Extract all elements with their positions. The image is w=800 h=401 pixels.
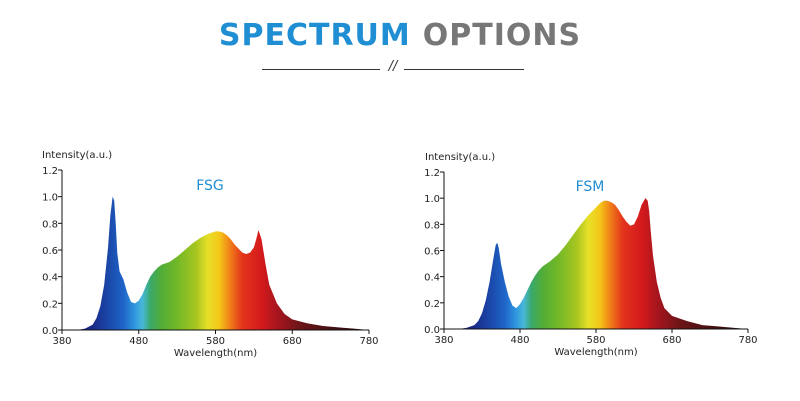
x-tick-label: 480: [129, 336, 148, 347]
x-tick-label: 380: [434, 335, 453, 346]
x-tick-label: 480: [510, 335, 529, 346]
y-tick-label: 0.2: [42, 299, 58, 310]
y-tick-label: 0.8: [424, 220, 440, 231]
y-tick-label: 0.2: [424, 299, 440, 310]
x-tick-label: 580: [586, 335, 605, 346]
y-tick-label: 0.4: [424, 273, 440, 284]
y-tick-label: 1.0: [42, 193, 58, 204]
y-tick-label: 0.0: [424, 325, 440, 336]
chart-title: FSM: [576, 179, 605, 195]
x-tick-label: 680: [662, 335, 681, 346]
title-part-1: SPECTRUM: [218, 18, 411, 53]
x-tick-label: 780: [359, 336, 378, 347]
y-tick-label: 1.0: [424, 194, 440, 205]
y-tick-label: 0.6: [424, 247, 440, 258]
y-tick-label: 0.0: [42, 326, 58, 337]
x-axis-label: Wavelength(nm): [174, 348, 257, 359]
x-axis-label: Wavelength(nm): [554, 347, 637, 358]
divider-line-left: [262, 69, 380, 70]
divider-line-right: [404, 69, 524, 70]
y-tick-label: 1.2: [42, 166, 58, 177]
chart-title: FSG: [196, 178, 224, 194]
x-tick-label: 680: [283, 336, 302, 347]
x-tick-label: 780: [738, 335, 757, 346]
y-tick-label: 0.6: [42, 246, 58, 257]
spectrum-area: [444, 198, 748, 329]
spectrum-area: [62, 196, 369, 330]
divider-mark: //: [388, 59, 398, 74]
title-divider: //: [262, 58, 524, 78]
x-tick-label: 580: [206, 336, 225, 347]
y-tick-label: 1.2: [424, 168, 440, 179]
y-tick-label: 0.4: [42, 273, 58, 284]
x-tick-label: 380: [52, 336, 71, 347]
y-tick-label: 0.8: [42, 219, 58, 230]
title-part-2: OPTIONS: [422, 18, 582, 53]
page-title: SPECTRUM OPTIONS: [0, 14, 800, 58]
y-axis-label: Intensity(a.u.): [42, 150, 112, 161]
y-axis-label: Intensity(a.u.): [425, 152, 495, 163]
